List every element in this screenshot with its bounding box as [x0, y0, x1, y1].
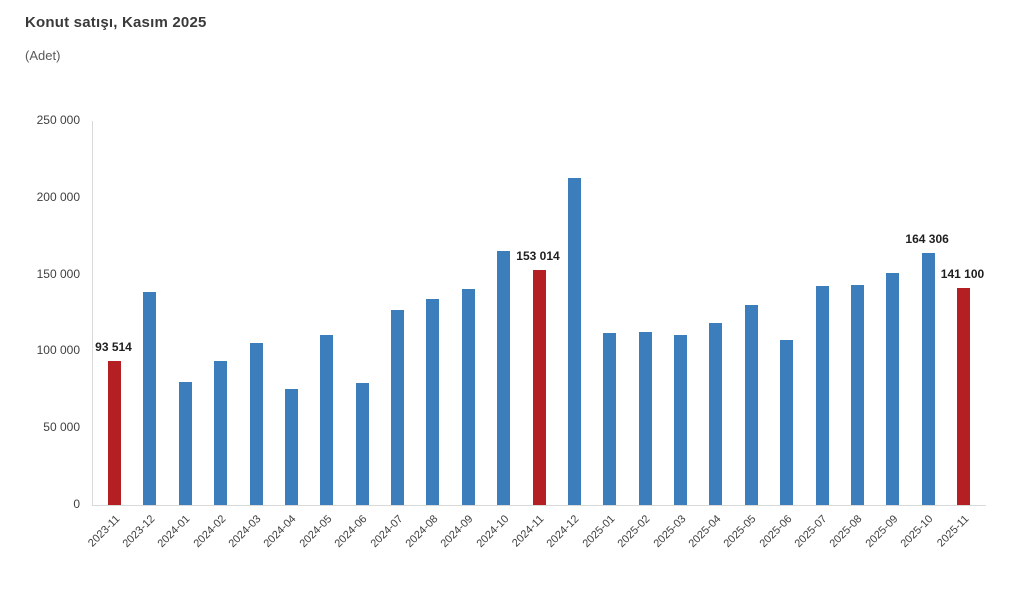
bar-2024-02	[214, 361, 228, 505]
bar-2025-08	[850, 285, 864, 505]
bar-2024-01	[178, 382, 192, 505]
plot-area	[92, 121, 986, 506]
y-tick-label: 0	[73, 497, 80, 511]
bar-value-label-2025-10: 164 306	[905, 232, 949, 246]
bar-2025-03	[674, 335, 687, 505]
chart-subtitle: (Adet)	[25, 48, 61, 63]
bar-2023-11	[108, 361, 121, 505]
bar-2025-06	[780, 340, 794, 505]
bar-2024-06	[355, 383, 369, 505]
bar-2024-03	[249, 343, 263, 505]
y-tick-label: 50 000	[43, 420, 80, 435]
bar-2024-12	[567, 178, 581, 505]
bar-2025-01	[603, 333, 617, 505]
chart-title: Konut satışı, Kasım 2025	[25, 14, 207, 31]
bar-2024-04	[284, 389, 298, 505]
bar-value-label-2023-11: 93 514	[95, 340, 132, 354]
bar-2025-07	[815, 286, 829, 505]
bar-2024-05	[320, 335, 334, 505]
bar-2025-02	[638, 332, 652, 505]
bar-2025-10	[921, 253, 935, 505]
y-tick-label: 100 000	[36, 343, 80, 358]
bar-2025-11	[957, 288, 970, 505]
y-tick-label: 200 000	[36, 189, 80, 204]
y-tick-label: 250 000	[36, 113, 80, 127]
bar-2025-05	[744, 305, 758, 505]
y-tick-label: 150 000	[36, 266, 80, 281]
bar-value-label-2025-11: 141 100	[940, 267, 985, 281]
bar-2024-10	[497, 251, 511, 505]
bar-2024-09	[461, 289, 475, 505]
bar-2024-08	[426, 299, 440, 505]
bar-2025-09	[886, 273, 900, 505]
bar-2025-04	[709, 323, 723, 505]
bar-2024-11	[532, 270, 546, 505]
bar-value-label-2024-11: 153 014	[516, 249, 560, 263]
bar-2024-07	[391, 310, 404, 505]
bar-2023-12	[143, 292, 157, 505]
